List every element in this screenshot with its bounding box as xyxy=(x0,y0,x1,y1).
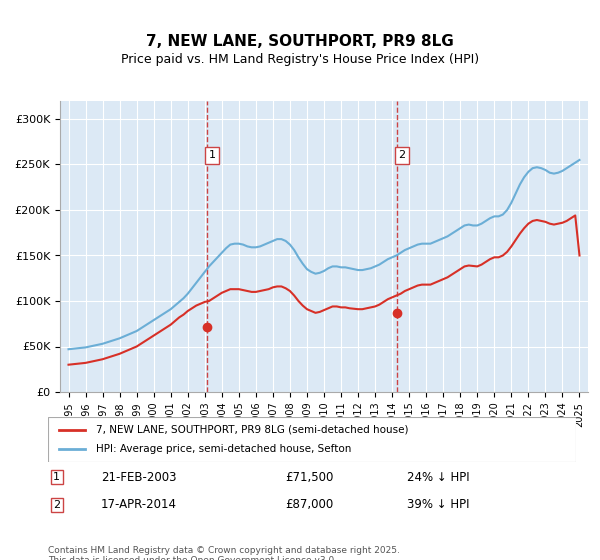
FancyBboxPatch shape xyxy=(48,417,576,462)
Text: 24% ↓ HPI: 24% ↓ HPI xyxy=(407,470,470,484)
Text: Price paid vs. HM Land Registry's House Price Index (HPI): Price paid vs. HM Land Registry's House … xyxy=(121,53,479,66)
Text: HPI: Average price, semi-detached house, Sefton: HPI: Average price, semi-detached house,… xyxy=(95,444,351,454)
Text: Contains HM Land Registry data © Crown copyright and database right 2025.
This d: Contains HM Land Registry data © Crown c… xyxy=(48,546,400,560)
Text: 1: 1 xyxy=(53,472,60,482)
Text: 1: 1 xyxy=(209,151,215,160)
Text: 17-APR-2014: 17-APR-2014 xyxy=(101,498,177,511)
Text: 2: 2 xyxy=(53,500,61,510)
Text: 39% ↓ HPI: 39% ↓ HPI xyxy=(407,498,470,511)
Text: 2: 2 xyxy=(398,151,406,160)
Text: 7, NEW LANE, SOUTHPORT, PR9 8LG: 7, NEW LANE, SOUTHPORT, PR9 8LG xyxy=(146,34,454,49)
Text: £87,000: £87,000 xyxy=(286,498,334,511)
Text: 21-FEB-2003: 21-FEB-2003 xyxy=(101,470,176,484)
Text: £71,500: £71,500 xyxy=(286,470,334,484)
Text: 7, NEW LANE, SOUTHPORT, PR9 8LG (semi-detached house): 7, NEW LANE, SOUTHPORT, PR9 8LG (semi-de… xyxy=(95,424,408,435)
